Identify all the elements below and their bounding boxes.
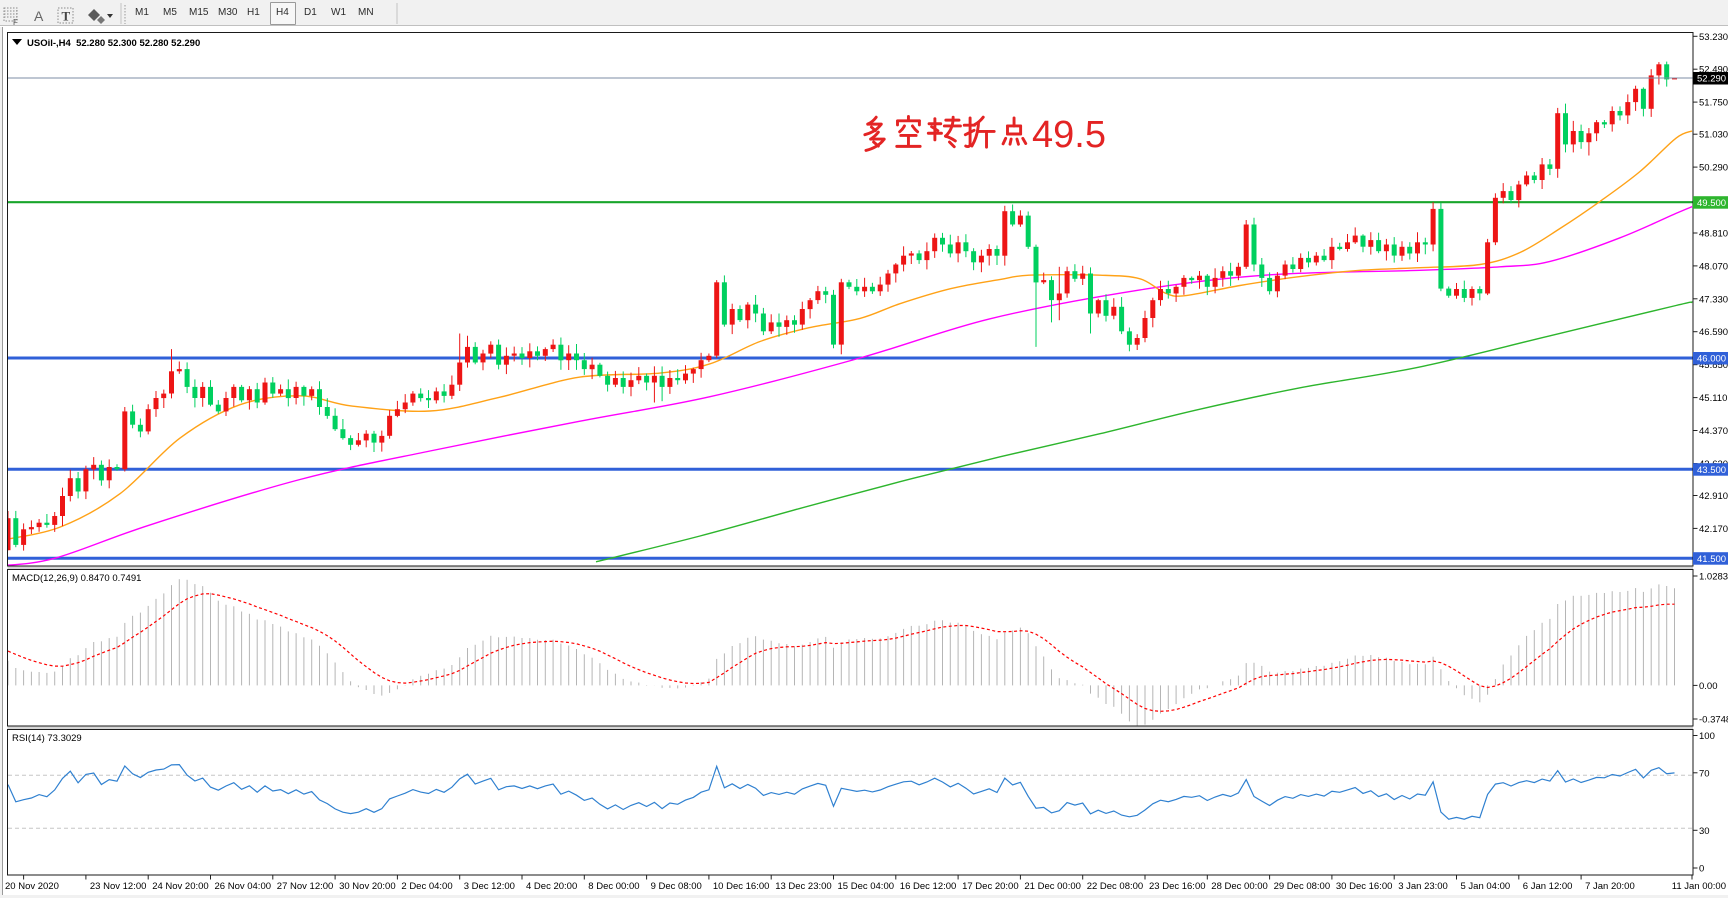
svg-text:49.500: 49.500 [1697,198,1726,209]
svg-text:6 Jan 12:00: 6 Jan 12:00 [1523,881,1573,892]
svg-text:27 Nov 12:00: 27 Nov 12:00 [277,881,334,892]
svg-text:5 Jan 04:00: 5 Jan 04:00 [1461,881,1511,892]
svg-text:2 Dec 04:00: 2 Dec 04:00 [401,881,452,892]
svg-text:29 Dec 08:00: 29 Dec 08:00 [1274,881,1331,892]
svg-text:70: 70 [1699,768,1710,779]
svg-text:0.00: 0.00 [1699,681,1718,692]
svg-text:51.750: 51.750 [1699,98,1728,109]
svg-text:46.000: 46.000 [1697,354,1726,365]
svg-text:100: 100 [1699,731,1715,742]
svg-text:23 Dec 16:00: 23 Dec 16:00 [1149,881,1206,892]
svg-text:20 Nov 2020: 20 Nov 2020 [5,881,59,892]
svg-text:-0.3748: -0.3748 [1699,715,1728,726]
svg-text:22 Dec 08:00: 22 Dec 08:00 [1087,881,1144,892]
svg-text:30 Nov 20:00: 30 Nov 20:00 [339,881,396,892]
svg-text:42.170: 42.170 [1699,524,1728,535]
svg-text:3 Dec 12:00: 3 Dec 12:00 [464,881,515,892]
svg-text:45.850: 45.850 [1699,360,1728,371]
svg-text:13 Dec 23:00: 13 Dec 23:00 [775,881,832,892]
svg-text:21 Dec 00:00: 21 Dec 00:00 [1024,881,1081,892]
svg-text:1.0283: 1.0283 [1699,572,1728,583]
svg-text:52.290: 52.290 [1697,74,1726,85]
svg-text:8 Dec 00:00: 8 Dec 00:00 [588,881,639,892]
svg-text:26 Nov 04:00: 26 Nov 04:00 [215,881,272,892]
svg-text:48.070: 48.070 [1699,261,1728,272]
svg-text:44.370: 44.370 [1699,426,1728,437]
svg-text:4 Dec 20:00: 4 Dec 20:00 [526,881,577,892]
svg-text:50.290: 50.290 [1699,163,1728,174]
svg-text:30: 30 [1699,826,1710,837]
svg-text:24 Nov 20:00: 24 Nov 20:00 [152,881,209,892]
svg-text:RSI(14) 73.3029: RSI(14) 73.3029 [12,733,82,744]
svg-text:52.490: 52.490 [1699,65,1728,76]
svg-text:45.110: 45.110 [1699,393,1727,404]
svg-text:11 Jan 00:00: 11 Jan 00:00 [1672,881,1726,892]
svg-text:43.500: 43.500 [1697,465,1726,476]
svg-text:49.5: 49.5 [1032,114,1106,156]
svg-text:0: 0 [1699,864,1704,875]
svg-text:7 Jan 20:00: 7 Jan 20:00 [1585,881,1635,892]
svg-text:51.030: 51.030 [1699,130,1728,141]
svg-text:28 Dec 00:00: 28 Dec 00:00 [1211,881,1268,892]
svg-text:3 Jan 23:00: 3 Jan 23:00 [1398,881,1448,892]
svg-text:42.910: 42.910 [1699,491,1728,502]
svg-text:47.330: 47.330 [1699,294,1728,305]
svg-text:53.230: 53.230 [1699,32,1728,43]
svg-text:9 Dec 08:00: 9 Dec 08:00 [651,881,702,892]
svg-text:16 Dec 12:00: 16 Dec 12:00 [900,881,957,892]
svg-text:10 Dec 16:00: 10 Dec 16:00 [713,881,770,892]
svg-text:46.590: 46.590 [1699,327,1728,338]
svg-text:MACD(12,26,9) 0.8470 0.7491: MACD(12,26,9) 0.8470 0.7491 [12,573,141,584]
svg-text:F: F [13,18,18,26]
svg-text:A: A [34,8,44,24]
svg-text:41.500: 41.500 [1697,554,1726,565]
svg-text:17 Dec 20:00: 17 Dec 20:00 [962,881,1019,892]
svg-text:USOil-,H4 52.280 52.300 52.28: USOil-,H4 52.280 52.300 52.280 52.290 [27,38,200,49]
svg-text:T: T [62,9,71,24]
svg-text:15 Dec 04:00: 15 Dec 04:00 [838,881,895,892]
svg-text:30 Dec 16:00: 30 Dec 16:00 [1336,881,1393,892]
svg-text:48.810: 48.810 [1699,229,1728,240]
svg-text:23 Nov 12:00: 23 Nov 12:00 [90,881,147,892]
